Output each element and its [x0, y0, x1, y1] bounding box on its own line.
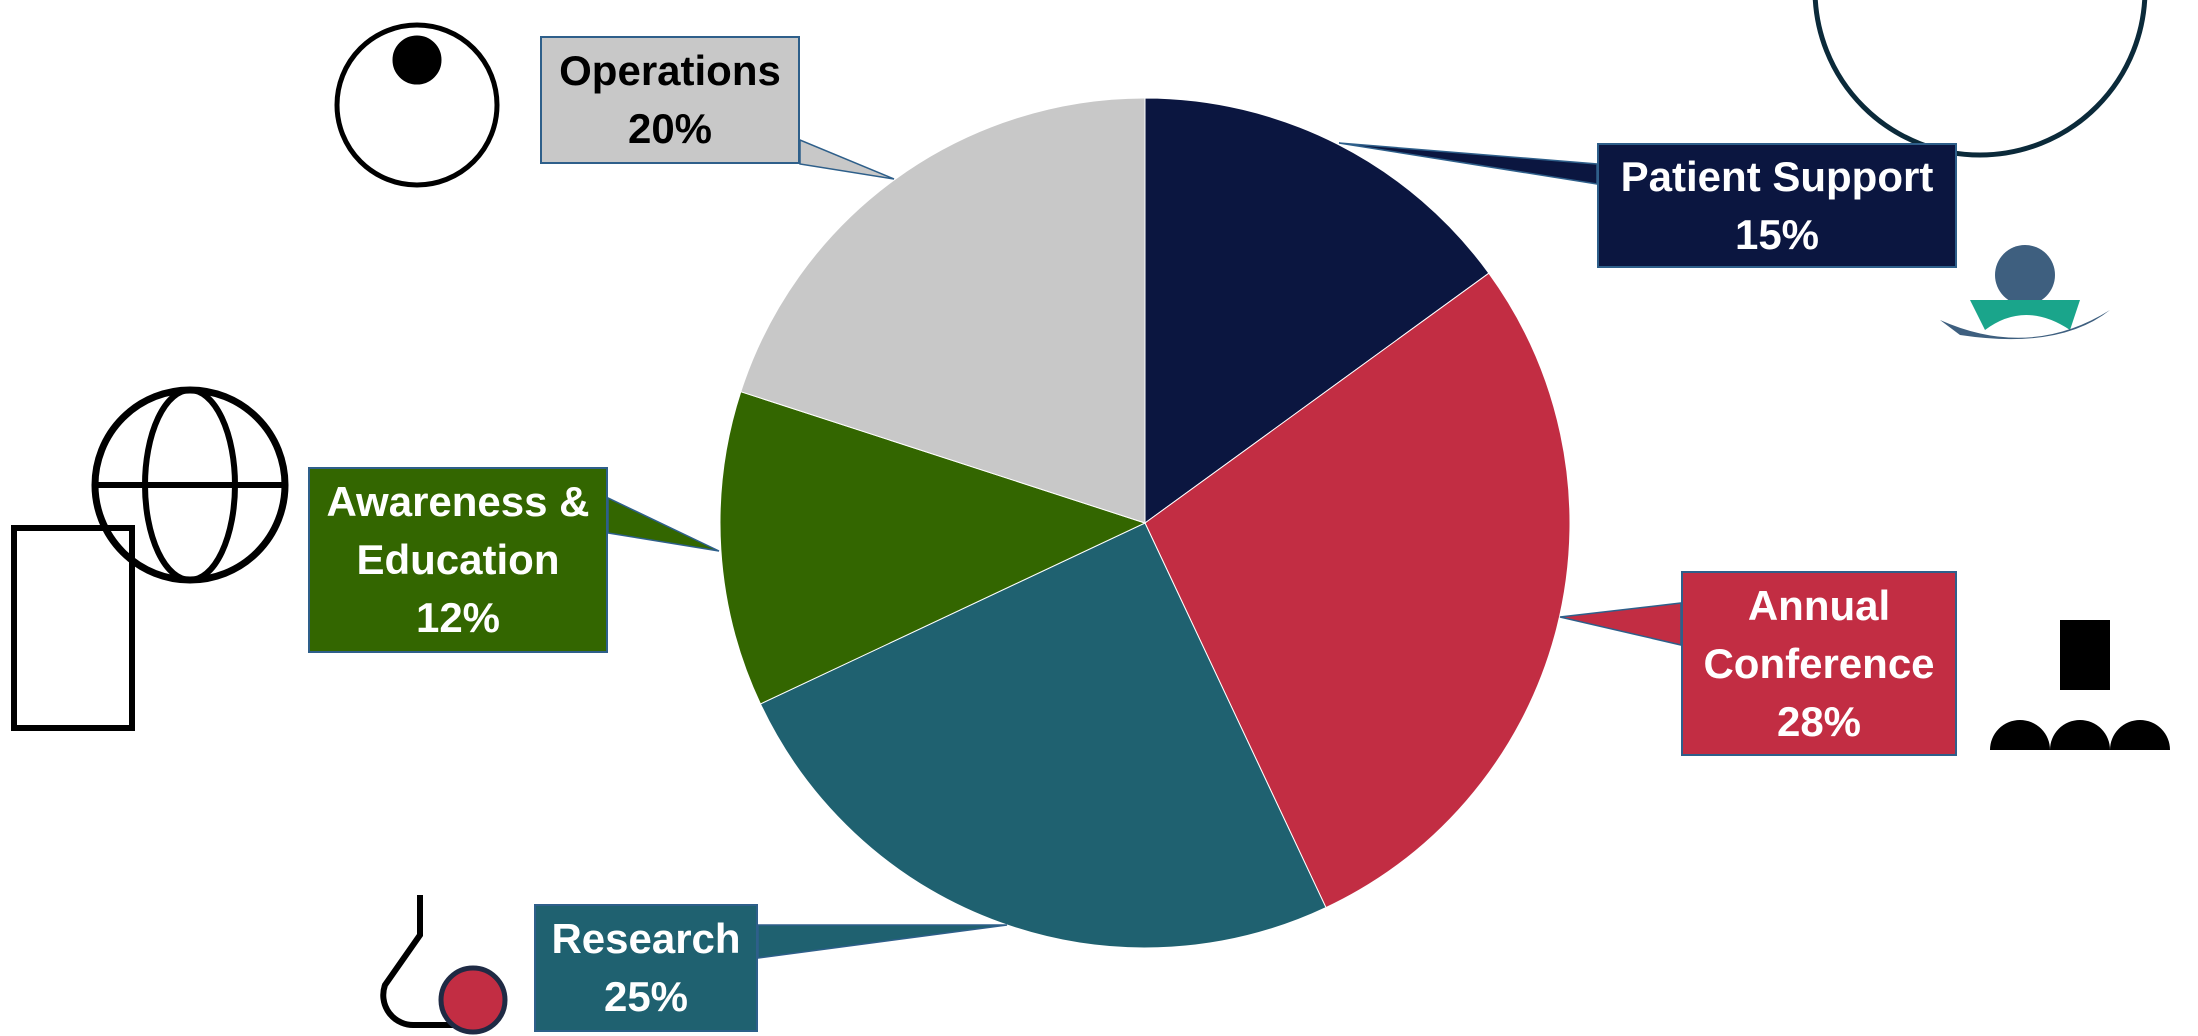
page: Patient Support15% Annual Conference28% Re… — [0, 0, 2198, 1036]
value-label: 12% — [416, 589, 500, 647]
callout-pointer — [758, 925, 1007, 958]
callout-pointer — [1560, 603, 1681, 645]
icon-audience — [1990, 720, 2170, 750]
category-label: Research — [551, 910, 740, 968]
icon-podium — [2060, 620, 2110, 690]
category-label: Annual Conference — [1683, 577, 1955, 693]
value-label: 28% — [1777, 693, 1861, 751]
icon-operations-person — [395, 38, 439, 82]
value-label: 20% — [628, 100, 712, 158]
category-label: Awareness & Education — [310, 473, 606, 589]
category-label: Patient Support — [1621, 148, 1934, 206]
value-label: 15% — [1735, 206, 1819, 264]
callout-pointer — [608, 498, 719, 551]
icon-coin — [441, 968, 505, 1032]
icon-handshake-circle — [1815, 0, 2145, 155]
value-label: 25% — [604, 968, 688, 1026]
icon-patient-body — [1970, 300, 2080, 330]
category-label: Operations — [559, 42, 781, 100]
icon-document — [14, 528, 132, 728]
icon-patient-head — [1995, 245, 2055, 305]
callout-pointer — [800, 140, 894, 179]
